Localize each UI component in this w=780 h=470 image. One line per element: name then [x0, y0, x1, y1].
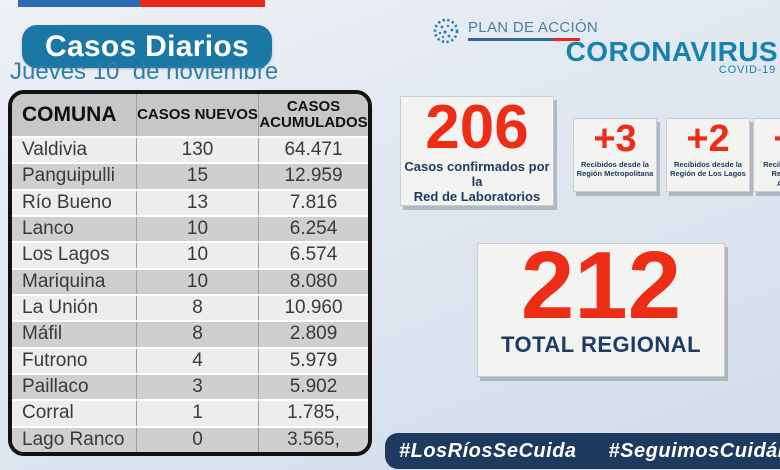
col-header-comuna: COMUNA: [22, 102, 117, 126]
table-row: Valdivia 130 64.471: [12, 136, 368, 163]
page-title: Casos Diarios: [45, 29, 249, 63]
comuna-cell: Los Lagos: [22, 244, 110, 266]
comuna-cell: Máfil: [22, 323, 63, 345]
received-metropolitana-box: +3 Recibidos desde la Región Metropolita…: [573, 118, 657, 192]
cases-table: COMUNA CASOS NUEVOS CASOS ACUMULADOS Val…: [8, 90, 372, 456]
acumulados-cell: 3.565,: [258, 427, 368, 452]
page-title-banner: Casos Diarios: [22, 25, 272, 68]
table-row: Panguipulli 15 12.959: [12, 162, 368, 189]
received-value: +3: [593, 118, 637, 160]
table-body: Valdivia 130 64.471 Panguipulli 15 12.95…: [12, 136, 368, 452]
nuevos-cell: 15: [136, 164, 258, 189]
table-header-row: COMUNA CASOS NUEVOS CASOS ACUMULADOS: [12, 94, 368, 136]
coronavirus-plan-logo: PLAN DE ACCIÓN CORONAVIRUS COVID-19: [433, 0, 780, 80]
hashtag-los-rios: #LosRíosSeCuida: [399, 439, 577, 462]
nuevos-cell: 8: [136, 322, 258, 347]
table-row: Río Bueno 13 7.816: [12, 188, 368, 215]
flag-blue-segment: [18, 0, 140, 7]
col-header-casos-acumulados: CASOS ACUMULADOS: [258, 94, 368, 136]
comuna-cell: La Unión: [22, 297, 99, 319]
table-row: Los Lagos 10 6.574: [12, 241, 368, 268]
acumulados-cell: 6.574: [258, 243, 368, 268]
nuevos-cell: 1: [136, 401, 258, 426]
table-row: Futrono 4 5.979: [12, 346, 368, 373]
plan-de-accion-label: PLAN DE ACCIÓN: [468, 19, 599, 36]
table-row: Mariquina 10 8.080: [12, 267, 368, 294]
comuna-cell: Lanco: [22, 218, 74, 240]
comuna-cell: Mariquina: [22, 270, 106, 292]
acumulados-cell: 6.254: [258, 216, 368, 242]
plan-underline: [468, 38, 580, 41]
flag-red-segment: [140, 0, 265, 7]
comuna-cell: Panguipulli: [22, 165, 115, 187]
lab-confirmed-box: 206 Casos confirmados por la Red de Labo…: [400, 96, 554, 206]
received-araucania-box: +1 Recibido desde la Región de La Arauca…: [753, 118, 780, 192]
acumulados-cell: 7.816: [258, 190, 368, 215]
nuevos-cell: 130: [136, 138, 258, 163]
nuevos-cell: 8: [136, 295, 258, 321]
lab-confirmed-value: 206: [425, 93, 529, 162]
acumulados-cell: 1.785,: [258, 401, 368, 426]
caption-line: Región Metropolitana: [576, 169, 654, 179]
comuna-cell: Corral: [22, 402, 74, 424]
caption-line: Red de Laboratorios: [413, 188, 541, 204]
coronavirus-wordmark: CORONAVIRUS: [565, 36, 778, 67]
nuevos-cell: 0: [136, 427, 258, 452]
caption-line: Región de Los Lagos: [670, 169, 746, 179]
caption-line: Región de La Araucanía: [771, 169, 780, 188]
received-caption: Recibido desde la Región de La Araucanía: [754, 160, 780, 188]
comuna-cell: Paillaco: [22, 376, 89, 398]
comuna-cell: Río Bueno: [22, 191, 112, 213]
covid19-label: COVID-19: [718, 64, 776, 76]
caption-line: Recibido desde la: [763, 159, 780, 169]
total-regional-value: 212: [520, 232, 682, 339]
report-date: Jueves 10 de noviembre: [10, 58, 279, 85]
received-value: +2: [686, 118, 730, 160]
lab-confirmed-caption: Casos confirmados por la Red de Laborato…: [401, 158, 553, 205]
total-regional-box: 212 TOTAL REGIONAL: [477, 232, 725, 377]
col-header-casos-nuevos: CASOS NUEVOS: [136, 94, 258, 136]
caption-line: Recibidos desde la: [674, 159, 742, 169]
nuevos-cell: 3: [136, 374, 258, 400]
table-row: Paillaco 3 5.902: [12, 372, 368, 400]
chile-flag-strip: [18, 0, 265, 7]
table-row: La Unión 8 10.960: [12, 293, 368, 321]
acumulados-cell: 10.960: [258, 295, 368, 321]
received-los-lagos-box: +2 Recibidos desde la Región de Los Lago…: [666, 118, 750, 192]
table-row: Corral 1 1.785,: [12, 399, 368, 426]
table-row: Lago Ranco 0 3.565,: [12, 425, 368, 452]
caption-line: Recibidos desde la: [581, 159, 649, 169]
hashtag-bar: #LosRíosSeCuida #SeguimosCuidándonos: [385, 433, 780, 469]
acumulados-cell: 5.979: [258, 348, 368, 373]
acumulados-cell: 64.471: [258, 138, 368, 163]
table-row: Máfil 8 2.809: [12, 320, 368, 347]
acumulados-cell: 12.959: [258, 164, 368, 189]
received-caption: Recibidos desde la Región de Los Lagos: [667, 160, 749, 179]
nuevos-cell: 13: [136, 190, 258, 215]
received-value: +1: [754, 119, 780, 160]
nuevos-cell: 10: [136, 243, 258, 268]
comuna-cell: Lago Ranco: [22, 428, 125, 450]
received-caption: Recibidos desde la Región Metropolitana: [574, 160, 656, 179]
total-regional-label: TOTAL REGIONAL: [500, 332, 702, 358]
acumulados-cell: 5.902: [258, 374, 368, 400]
table-row: Lanco 10 6.254: [12, 214, 368, 242]
acumulados-cell: 8.080: [258, 269, 368, 294]
virus-icon: [433, 18, 459, 44]
hashtag-seguimos: #SeguimosCuidándonos: [608, 439, 780, 462]
acumulados-cell: 2.809: [258, 322, 368, 347]
nuevos-cell: 4: [136, 348, 258, 373]
nuevos-cell: 10: [136, 216, 258, 242]
nuevos-cell: 10: [136, 269, 258, 294]
caption-line: Casos confirmados por la: [404, 158, 550, 189]
comuna-cell: Valdivia: [22, 139, 88, 161]
comuna-cell: Futrono: [22, 349, 88, 371]
